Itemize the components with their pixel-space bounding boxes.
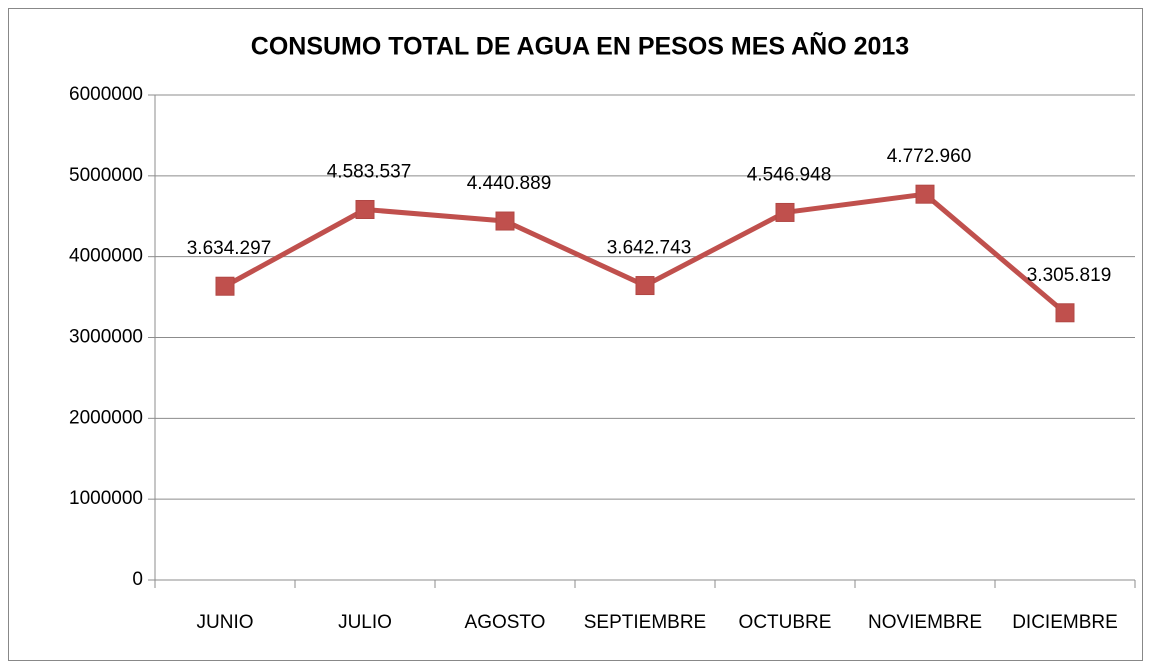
- data-label: 3.305.819: [1027, 265, 1112, 286]
- y-tick-label: 4000000: [69, 246, 143, 267]
- x-tick-label: JUNIO: [197, 612, 254, 633]
- data-label: 4.440.889: [467, 173, 552, 194]
- x-tick-label: SEPTIEMBRE: [584, 612, 706, 633]
- marker: [775, 202, 795, 222]
- chart-title: CONSUMO TOTAL DE AGUA EN PESOS MES AÑO 2…: [251, 31, 909, 61]
- marker: [215, 276, 235, 296]
- marker: [915, 184, 935, 204]
- marker: [1055, 303, 1075, 323]
- marker: [495, 211, 515, 231]
- x-tick-label: JULIO: [338, 612, 392, 633]
- y-tick-label: 5000000: [69, 165, 143, 186]
- x-tick-label: DICIEMBRE: [1012, 612, 1118, 633]
- data-label: 3.642.743: [607, 238, 692, 259]
- data-label: 4.772.960: [887, 146, 972, 167]
- x-tick-label: NOVIEMBRE: [868, 612, 982, 633]
- x-tick-label: AGOSTO: [465, 612, 546, 633]
- chart-border: [8, 8, 1143, 661]
- y-tick-label: 3000000: [69, 327, 143, 348]
- y-tick-label: 1000000: [69, 488, 143, 509]
- y-tick-label: 2000000: [69, 407, 143, 428]
- data-label: 4.583.537: [327, 162, 412, 183]
- marker: [355, 199, 375, 219]
- data-label: 4.546.948: [747, 164, 832, 185]
- y-tick-label: 6000000: [69, 84, 143, 105]
- marker: [635, 276, 655, 296]
- data-label: 3.634.297: [187, 238, 272, 259]
- y-tick-label: 0: [132, 569, 143, 590]
- x-tick-label: OCTUBRE: [739, 612, 832, 633]
